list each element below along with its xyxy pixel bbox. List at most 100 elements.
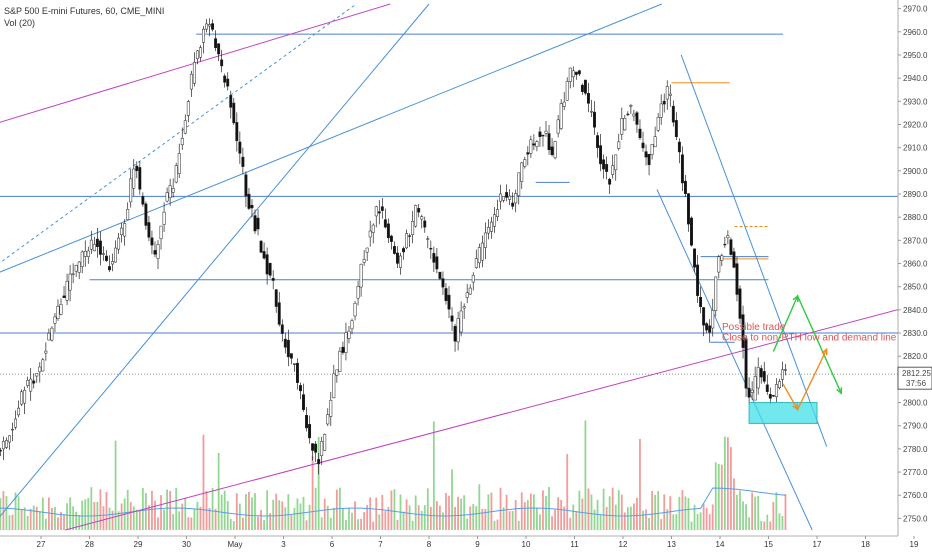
candle-down xyxy=(674,120,678,138)
candle-down xyxy=(765,384,769,392)
volume-bar xyxy=(599,514,602,530)
candle-up xyxy=(590,111,593,113)
candle-down xyxy=(289,353,293,359)
candle-down xyxy=(341,346,345,353)
volume-bar xyxy=(63,514,65,530)
candle-up xyxy=(562,101,566,107)
candle-up xyxy=(474,258,478,268)
candle-up xyxy=(86,250,90,257)
volume-bar xyxy=(311,456,314,530)
price-tick-label: 2770.0 xyxy=(903,468,928,477)
volume-bar xyxy=(508,511,511,530)
candle-down xyxy=(687,193,690,225)
volume-bar xyxy=(129,502,132,530)
volume-bar xyxy=(241,517,244,530)
volume-bar xyxy=(623,512,626,530)
candle-down xyxy=(690,217,693,246)
annotation-text-1: Close to non-RTH low and demand line xyxy=(722,333,897,344)
candle-up xyxy=(56,305,60,319)
volume-bar xyxy=(572,504,575,530)
volume-bar xyxy=(499,487,502,530)
candle-up xyxy=(129,178,133,203)
volume-bar xyxy=(657,491,660,530)
candle-up xyxy=(544,130,548,134)
candle-down xyxy=(277,302,281,325)
candle-down xyxy=(253,215,257,232)
candle-up xyxy=(553,141,557,159)
candle-down xyxy=(599,145,603,165)
volume-bar xyxy=(402,511,405,530)
volume-bar xyxy=(214,508,217,530)
candle-down xyxy=(232,102,236,124)
candle-down xyxy=(311,443,315,451)
volume-bar xyxy=(733,478,735,530)
volume-bar xyxy=(760,520,763,530)
volume-bar xyxy=(772,501,775,530)
candle-up xyxy=(456,318,460,343)
candle-down xyxy=(444,288,448,301)
candle-down xyxy=(735,263,739,295)
volume-bar xyxy=(666,509,669,530)
candle-up xyxy=(162,211,166,225)
volume-bar xyxy=(532,494,535,530)
volume-bar xyxy=(393,489,396,530)
volume-bar xyxy=(54,506,56,530)
volume-bar xyxy=(72,506,75,530)
candle-up xyxy=(756,366,760,389)
candle-up xyxy=(17,407,21,416)
volume-bar xyxy=(135,509,138,530)
candle-up xyxy=(477,247,481,264)
trendline-0 xyxy=(0,3,391,123)
annotation-text-0: Possible trade xyxy=(722,322,786,333)
volume-bar xyxy=(457,496,459,530)
volume-bar xyxy=(560,499,563,530)
volume-bar xyxy=(645,509,647,530)
candle-up xyxy=(132,168,136,189)
candle-down xyxy=(238,141,242,154)
volume-bar xyxy=(569,517,572,530)
volume-bar xyxy=(248,491,250,530)
volume-bar xyxy=(193,509,196,530)
volume-bar xyxy=(387,507,390,530)
candle-down xyxy=(596,135,599,148)
candle-down xyxy=(265,254,269,275)
volume-bar xyxy=(629,506,632,530)
candle-up xyxy=(399,255,402,268)
volume-bar xyxy=(111,510,114,530)
demand-zone xyxy=(748,402,818,424)
time-tick-label: 10 xyxy=(522,540,531,549)
volume-bar xyxy=(763,521,766,530)
price-tick-label: 2970.0 xyxy=(903,5,928,14)
volume-bar xyxy=(699,512,702,530)
candle-down xyxy=(708,325,712,333)
price-axis-panel xyxy=(898,0,932,550)
price-tick-label: 2910.0 xyxy=(903,144,928,153)
volume-bar xyxy=(451,469,453,530)
candle-up xyxy=(126,209,130,220)
candle-up xyxy=(347,330,351,339)
candle-up xyxy=(338,350,342,372)
volume-bar xyxy=(448,495,450,530)
volume-bar xyxy=(226,501,229,530)
volume-bar xyxy=(539,514,541,530)
candle-up xyxy=(198,47,202,58)
candle-up xyxy=(499,193,502,202)
volume-bar xyxy=(287,494,290,530)
volume-bar xyxy=(602,488,605,530)
candle-down xyxy=(438,271,442,279)
volume-bar xyxy=(29,508,32,530)
volume-bar xyxy=(235,493,238,530)
volume-bar xyxy=(75,511,78,530)
candle-up xyxy=(571,70,575,78)
candle-up xyxy=(35,373,39,377)
candle-down xyxy=(532,143,536,146)
candle-down xyxy=(408,235,412,237)
volume-bar xyxy=(272,499,275,530)
candle-up xyxy=(565,81,569,101)
candle-down xyxy=(138,167,142,190)
price-tick-label: 2850.0 xyxy=(903,283,928,292)
candle-down xyxy=(105,255,108,261)
chart-legend: S&P 500 E-mini Futures, 60, CME_MINI Vol… xyxy=(4,5,164,29)
